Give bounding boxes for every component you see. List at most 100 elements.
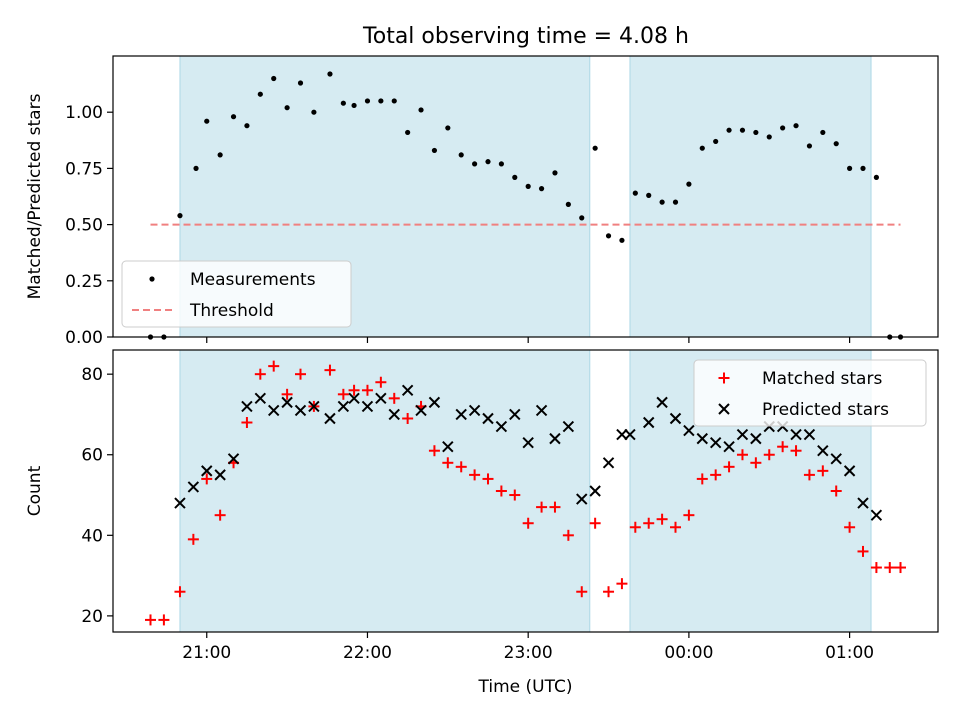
matched-star-marker: [844, 521, 856, 533]
marker-stroke: [624, 428, 636, 441]
marker-stroke: [187, 481, 200, 493]
predicted-star-marker: [187, 481, 200, 493]
x-tick-label: 23:00: [504, 643, 553, 663]
matched-star-marker: [895, 562, 906, 574]
matched-star-marker: [817, 465, 829, 477]
measurement-point: [713, 138, 719, 145]
marker-stroke: [576, 493, 588, 505]
measurement-point: [646, 192, 652, 198]
measurement-point: [766, 134, 772, 140]
predicted-star-marker: [643, 416, 655, 429]
marker-stroke: [803, 428, 816, 441]
matched-star-marker: [803, 469, 815, 481]
marker-stroke: [415, 404, 427, 417]
predicted-star-marker: [509, 408, 521, 421]
predicted-star-marker: [254, 392, 267, 405]
marker-stroke: [683, 424, 695, 437]
measurement-point: [364, 98, 371, 104]
matched-star-marker: [214, 509, 226, 521]
matched-star-marker: [870, 562, 882, 574]
measurement-point: [780, 125, 786, 131]
marker-stroke: [201, 465, 213, 477]
marker-stroke: [482, 412, 494, 425]
marker-stroke: [401, 384, 414, 396]
marker-stroke: [562, 420, 575, 433]
measurement-point: [177, 213, 183, 219]
predicted-star-marker: [562, 420, 575, 433]
y-tick-label: 80: [81, 365, 103, 385]
predicted-star-marker: [723, 440, 735, 453]
measurement-point: [512, 174, 518, 180]
matched-star-marker: [281, 388, 293, 400]
y-axis-label: Matched/Predicted stars: [25, 93, 45, 299]
matched-star-marker: [442, 457, 454, 469]
matched-star-marker: [670, 521, 681, 533]
marker-stroke: [308, 400, 320, 413]
matched-star-marker: [643, 517, 655, 529]
marker-stroke: [535, 404, 548, 417]
measurement-point: [204, 118, 210, 124]
matched-star-marker: [522, 517, 534, 529]
measurement-point: [739, 127, 746, 133]
matched-star-marker: [857, 545, 869, 557]
predicted-star-marker: [214, 469, 226, 481]
predicted-star-marker: [324, 412, 336, 425]
matched-star-marker: [241, 417, 253, 429]
measurement-point: [351, 102, 357, 109]
legend-entry-label: Matched stars: [762, 369, 882, 389]
matched-star-marker: [589, 517, 601, 529]
matched-star-marker: [428, 445, 440, 457]
measurement-point: [552, 170, 558, 176]
marker-stroke: [643, 416, 655, 429]
predicted-star-marker: [455, 408, 467, 421]
predicted-star-marker: [790, 428, 802, 441]
matched-star-marker: [616, 578, 628, 590]
measurement-point: [793, 123, 799, 129]
marker-stroke: [736, 428, 749, 441]
bottom-panel-star-counts: 20 40 60 80 21:00 22:00 23:00 00:00 01:00 Count Ti…: [25, 349, 939, 697]
legend-measurement-swatch: [149, 276, 155, 282]
axes-frame: [112, 349, 939, 633]
marker-stroke: [428, 396, 441, 409]
predicted-star-marker: [857, 497, 869, 509]
y-tick-label: 60: [81, 446, 103, 466]
matched-star-marker: [576, 586, 588, 598]
measurement-point: [753, 129, 759, 136]
matched-star-marker: [187, 533, 199, 545]
matched-star-marker: [736, 449, 748, 461]
predicted-star-marker: [337, 400, 350, 413]
predicted-star-marker: [589, 485, 601, 497]
predicted-star-marker: [870, 509, 883, 521]
marker-stroke: [723, 440, 735, 453]
marker-stroke: [790, 428, 802, 441]
measurement-point: [230, 114, 237, 120]
y-tick-label: 0.00: [65, 328, 103, 348]
measurement-point: [311, 109, 317, 115]
predicted-star-marker: [750, 432, 762, 445]
measurement-point: [431, 147, 438, 154]
marker-stroke: [361, 400, 374, 413]
marker-stroke: [669, 412, 682, 425]
x-tick-label: 22:00: [343, 643, 392, 663]
measurement-point: [833, 141, 839, 147]
matched-star-marker: [254, 368, 266, 380]
matched-star-marker: [455, 461, 467, 473]
measurement-point: [418, 107, 424, 113]
matched-star-marker: [509, 489, 521, 501]
marker-stroke: [589, 485, 601, 497]
x-tick-label: 01:00: [825, 643, 874, 663]
predicted-star-marker: [268, 404, 280, 417]
marker-stroke: [750, 432, 762, 445]
measurement-point: [538, 186, 545, 192]
measurement-point: [726, 127, 732, 133]
marker-stroke: [549, 432, 561, 445]
measurement-point: [686, 181, 692, 187]
measurement-point: [525, 183, 531, 189]
matched-star-marker: [469, 469, 481, 481]
measurement-point: [485, 159, 491, 165]
matched-star-marker: [361, 384, 373, 396]
axes-frame: [112, 55, 939, 338]
measurement-point: [472, 161, 478, 167]
marker-stroke: [843, 465, 856, 477]
